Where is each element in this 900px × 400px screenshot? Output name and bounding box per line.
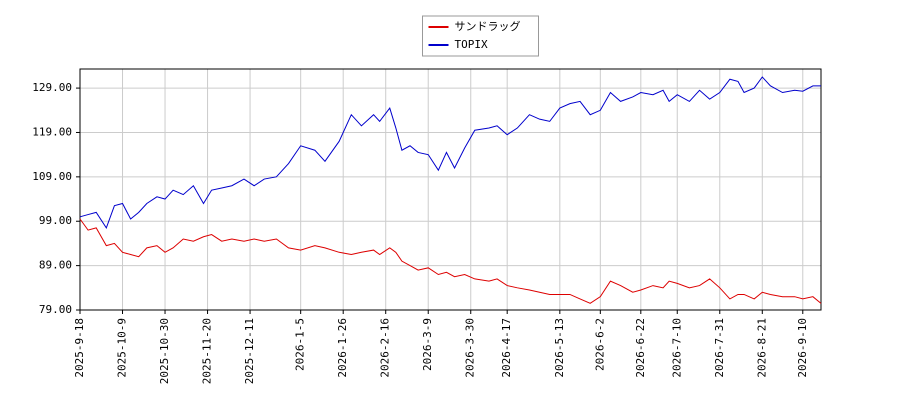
y-tick-label: 129.00 <box>32 81 72 94</box>
x-tick-label: 2025-9-18 <box>73 318 86 378</box>
x-tick-label: 2026-1-26 <box>336 318 349 378</box>
x-tick-label: 2025-10-9 <box>116 318 129 378</box>
plot-frame <box>79 68 822 311</box>
y-tick-label: 89.00 <box>39 259 72 272</box>
x-tick-label: 2026-9-10 <box>796 318 809 378</box>
x-tick-label: 2025-12-11 <box>243 318 256 384</box>
x-tick-label: 2025-10-30 <box>158 318 171 384</box>
x-tick-label: 2026-6-22 <box>634 318 647 378</box>
legend-label: サンドラッグ <box>455 19 521 33</box>
x-tick-label: 2026-1-5 <box>294 318 307 371</box>
x-tick-label: 2026-4-17 <box>500 318 513 378</box>
y-tick-label: 99.00 <box>39 214 72 227</box>
y-tick-label: 109.00 <box>32 170 72 183</box>
legend-label: TOPIX <box>455 38 488 51</box>
x-tick-label: 2026-8-21 <box>755 318 768 378</box>
series-line <box>79 76 821 230</box>
x-tick-label: 2026-7-10 <box>670 318 683 378</box>
x-tick-label: 2026-7-31 <box>713 318 726 378</box>
x-tick-label: 2026-2-16 <box>379 318 392 378</box>
y-tick-label: 119.00 <box>32 125 72 138</box>
x-tick-label: 2026-3-30 <box>464 318 477 378</box>
y-tick-label: 79.00 <box>39 303 72 316</box>
x-tick-label: 2025-11-20 <box>201 318 214 384</box>
x-tick-label: 2026-3-9 <box>421 318 434 371</box>
x-tick-label: 2026-5-13 <box>553 318 566 378</box>
x-tick-label: 2026-6-2 <box>593 318 606 371</box>
legend-box <box>422 15 539 57</box>
series-line <box>79 218 822 304</box>
